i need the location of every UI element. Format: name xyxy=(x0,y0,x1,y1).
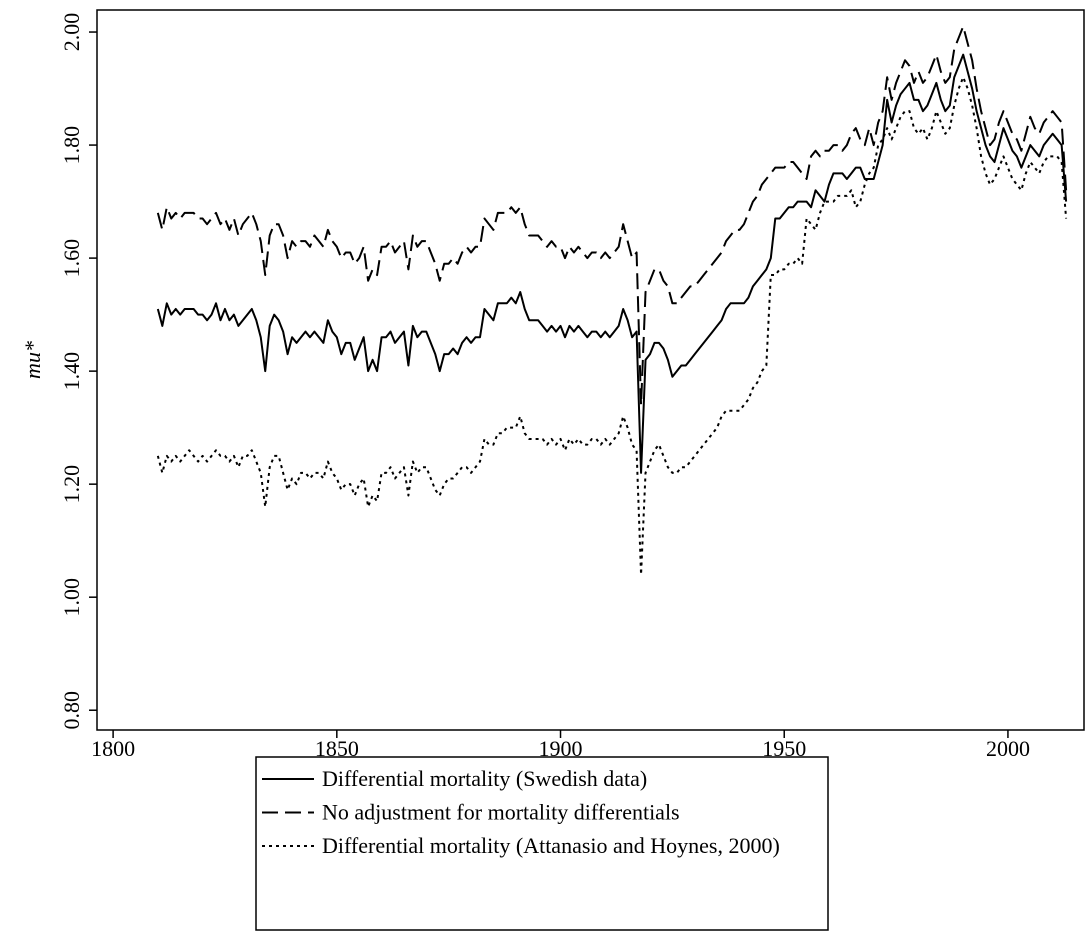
legend-label: No adjustment for mortality differential… xyxy=(322,800,680,825)
legend-label: Differential mortality (Swedish data) xyxy=(322,766,647,791)
y-tick-label: 1.20 xyxy=(59,465,84,504)
legend-label: Differential mortality (Attanasio and Ho… xyxy=(322,833,780,858)
x-tick-label: 1900 xyxy=(539,736,583,761)
legend-box xyxy=(255,756,829,931)
x-tick-label: 1850 xyxy=(315,736,359,761)
y-tick-label: 0.80 xyxy=(59,691,84,730)
series-line xyxy=(156,76,1068,576)
y-axis-label: mu* xyxy=(20,341,45,379)
y-tick-label: 2.00 xyxy=(59,13,84,52)
plot-frame xyxy=(96,9,1085,731)
y-tick-label: 1.40 xyxy=(59,352,84,391)
x-tick-label: 2000 xyxy=(986,736,1030,761)
x-tick-label: 1800 xyxy=(91,736,135,761)
y-tick-label: 1.60 xyxy=(59,239,84,278)
y-tick-label: 1.00 xyxy=(59,578,84,617)
x-tick-label: 1950 xyxy=(762,736,806,761)
series-line xyxy=(156,53,1068,474)
series-line xyxy=(156,25,1068,407)
y-tick-label: 1.80 xyxy=(59,126,84,165)
